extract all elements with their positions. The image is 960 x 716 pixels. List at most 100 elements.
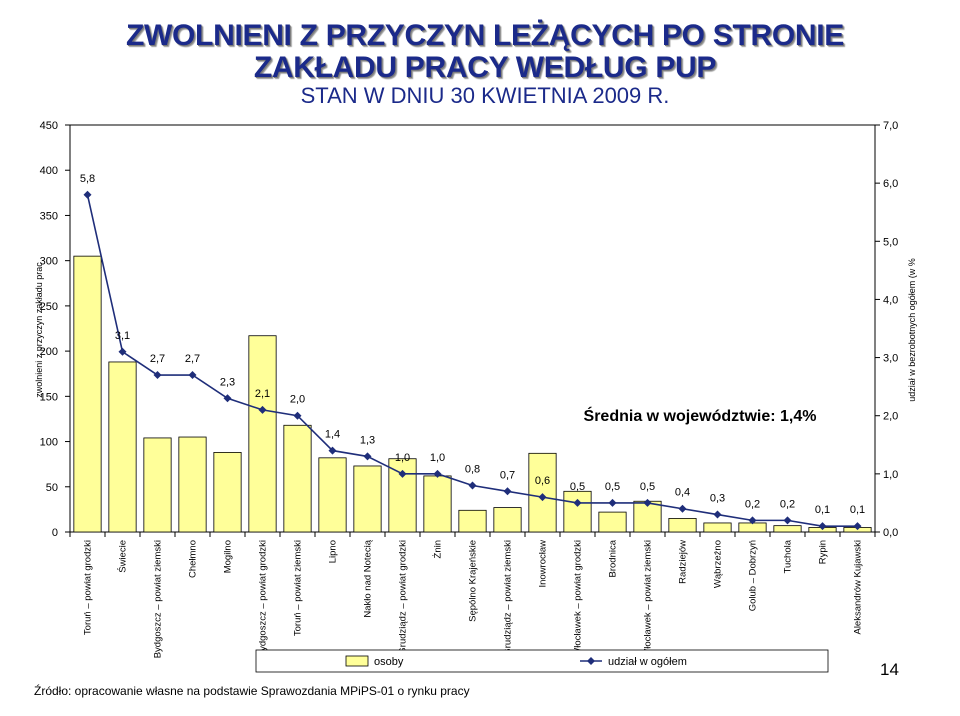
x-tick-label: Włocławek – powiat grodzki: [573, 540, 584, 657]
y-left-tick-label: 350: [40, 210, 58, 222]
x-tick-label: Wąbrzeźno: [713, 540, 724, 588]
bar: [353, 465, 382, 533]
x-tick-label: Rypin: [818, 540, 829, 564]
x-tick-label: Sępólno Krajeńskie: [468, 540, 479, 622]
y-left-tick-label: 150: [40, 391, 58, 403]
bar: [668, 518, 697, 533]
line-point: [678, 504, 687, 513]
y-left-tick-label: 250: [40, 301, 58, 313]
x-tick-label: Chełmno: [188, 540, 199, 578]
bar: [493, 507, 522, 533]
line-data-label: 1,3: [360, 434, 375, 446]
y-left-tick-label: 100: [40, 437, 58, 449]
x-tick-label: Włocławek – powiat ziemski: [643, 540, 654, 658]
line-point: [118, 347, 127, 356]
line-data-label: 0,4: [675, 487, 690, 499]
x-tick-label: Mogilno: [223, 540, 234, 573]
bar-series: [73, 255, 872, 533]
line-point: [538, 493, 547, 502]
line-point: [433, 469, 442, 478]
line-data-label: 0,1: [815, 504, 830, 516]
y-left-tick-label: 300: [40, 256, 58, 268]
line-point: [503, 487, 512, 496]
y-right-tick-label: 2,0: [883, 411, 898, 423]
legend-swatch-marker: [587, 657, 595, 665]
line-point: [363, 452, 372, 461]
legend-label-line: udział w ogółem: [608, 656, 687, 668]
line-point: [398, 469, 407, 478]
line-data-label: 0,8: [465, 463, 480, 475]
line-data-label: 0,5: [640, 481, 655, 493]
line-point: [783, 516, 792, 525]
bar: [283, 424, 312, 533]
legend-label-bar: osoby: [374, 656, 404, 668]
y-right-tick-label: 1,0: [883, 469, 898, 481]
y-right-tick-label: 0,0: [883, 527, 898, 539]
x-tick-label: Tuchola: [783, 539, 794, 573]
bar: [458, 509, 487, 533]
x-tick-label: Grudziądz – powiat ziemski: [503, 540, 514, 656]
line-data-label: 1,0: [395, 452, 410, 464]
x-tick-label: Lipno: [328, 540, 339, 563]
line-point: [818, 522, 827, 531]
bar: [563, 490, 592, 533]
bar: [773, 525, 802, 533]
line-data-label: 0,2: [780, 498, 795, 510]
line-point: [188, 371, 197, 380]
chart-title-line-2: ZAKŁADU PRACY WEDŁUG PUP: [253, 51, 717, 84]
x-tick-labels: Toruń – powiat grodzki Świecie Bydgoszcz –…: [83, 539, 864, 658]
line-data-label: 2,3: [220, 376, 235, 388]
line-data-label: 2,7: [185, 353, 200, 365]
bar: [528, 452, 557, 533]
x-tick-label: Bydgoszcz – powiat ziemski: [153, 540, 164, 658]
x-tick-label: Żnin: [433, 540, 444, 558]
line-data-label: 0,1: [850, 504, 865, 516]
x-tick-label: Bydgoszcz – powiat grodzki: [258, 540, 269, 657]
bar: [318, 457, 347, 533]
legend: osoby udział w ogółem: [255, 649, 829, 673]
y-left-tick-label: 0: [52, 527, 58, 539]
y-right-tick-label: 3,0: [883, 353, 898, 365]
average-annotation: Średnia w województwie: 1,4%: [584, 406, 817, 425]
line-point: [258, 405, 267, 414]
x-tick-label: Nakło nad Notecią: [363, 539, 374, 617]
bar: [248, 335, 277, 533]
line-data-label: 0,6: [535, 475, 550, 487]
line-data-label: 3,1: [115, 330, 130, 342]
line-point: [643, 498, 652, 507]
bar: [178, 436, 207, 533]
x-tick-label: Inowrocław: [538, 540, 549, 588]
line-point: [748, 516, 757, 525]
line-point: [713, 510, 722, 519]
line-data-label: 2,7: [150, 353, 165, 365]
line-point: [328, 446, 337, 455]
line-point: [223, 394, 232, 403]
y-right-tick-label: 4,0: [883, 294, 898, 306]
line-data-label: 2,1: [255, 388, 270, 400]
bar: [108, 361, 137, 533]
y-left-tick-label: 450: [40, 120, 58, 132]
chart-title-line-1: ZWOLNIENI Z PRZYCZYN LEŻĄCYCH PO STRONIE: [125, 19, 844, 52]
legend-frame: [255, 649, 829, 673]
line-data-label: 0,2: [745, 498, 760, 510]
bar: [703, 522, 732, 533]
line-point: [573, 498, 582, 507]
y-left-axis-title: zwolnieni z przyczyn zakładu prac: [34, 262, 44, 398]
x-tick-label: Brodnica: [608, 539, 619, 577]
y-right-tick-label: 6,0: [883, 178, 898, 190]
y-left-tick-label: 400: [40, 165, 58, 177]
bar: [423, 475, 452, 533]
y-right-tick-label: 5,0: [883, 236, 898, 248]
line-point: [608, 498, 617, 507]
line-data-label: 5,8: [80, 173, 95, 185]
line-data-label: 1,0: [430, 452, 445, 464]
x-tick-label: Świecie: [117, 540, 129, 573]
line-data-label: 0,5: [570, 481, 585, 493]
line-point: [853, 522, 862, 531]
x-tick-label: Aleksandrów Kujawski: [853, 540, 864, 635]
y-left-tick-label: 50: [46, 482, 58, 494]
x-tick-label: Grudziądz – powiat grodzki: [398, 540, 409, 655]
bar: [213, 452, 242, 533]
line-data-label: 1,4: [325, 429, 340, 441]
